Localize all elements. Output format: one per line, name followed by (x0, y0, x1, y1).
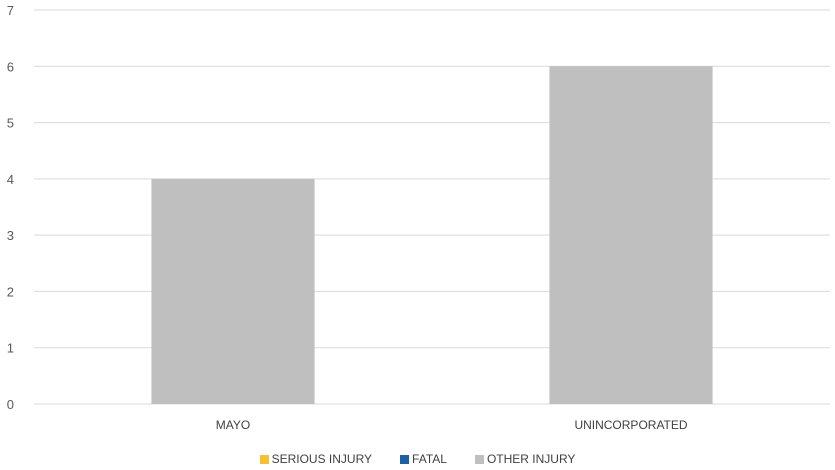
bar-chart: 0 1 2 3 4 5 6 7 MAYO UNINCORPORATED (7, 3, 830, 432)
bars (151, 66, 713, 405)
y-tick-label-7: 7 (7, 3, 14, 18)
y-tick-label-2: 2 (7, 284, 14, 299)
bar-unincorporated-other-injury[interactable] (549, 66, 713, 405)
legend-item-other-injury[interactable]: OTHER INJURY (474, 452, 576, 466)
y-tick-label-3: 3 (7, 228, 14, 243)
y-tick-label-1: 1 (7, 341, 14, 356)
x-tick-label-unincorporated: UNINCORPORATED (574, 418, 687, 432)
bar-mayo-other-injury[interactable] (151, 178, 315, 404)
y-tick-label-4: 4 (7, 172, 14, 187)
legend-label-fatal: FATAL (412, 452, 447, 466)
x-axis-labels: MAYO UNINCORPORATED (216, 418, 688, 432)
legend-swatch-other-injury (474, 454, 484, 464)
legend-swatch-serious-injury (259, 454, 269, 464)
y-tick-label-0: 0 (7, 397, 14, 412)
x-tick-label-mayo: MAYO (216, 418, 250, 432)
legend-item-serious-injury[interactable]: SERIOUS INJURY (259, 452, 373, 466)
legend-label-serious-injury: SERIOUS INJURY (271, 452, 373, 466)
legend-label-other-injury: OTHER INJURY (486, 452, 576, 466)
legend-swatch-fatal (400, 454, 410, 464)
legend-item-fatal[interactable]: FATAL (400, 452, 447, 466)
y-axis-ticks: 0 1 2 3 4 5 6 7 (7, 3, 14, 412)
y-tick-label-5: 5 (7, 116, 14, 131)
y-tick-label-6: 6 (7, 59, 14, 74)
legend: SERIOUS INJURY FATAL OTHER INJURY (0, 449, 835, 469)
